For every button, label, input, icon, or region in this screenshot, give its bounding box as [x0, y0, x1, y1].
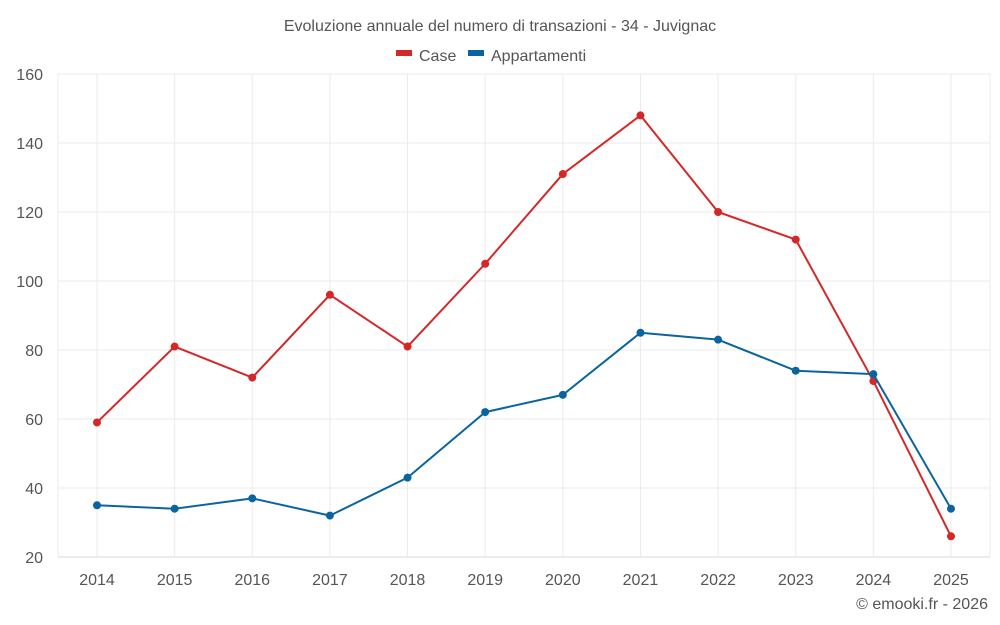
data-point-case [403, 342, 412, 351]
series-line-case [96, 114, 952, 537]
x-tick-label: 2015 [157, 572, 193, 589]
data-point-appartamenti [869, 370, 878, 379]
data-point-appartamenti [481, 408, 490, 417]
y-tick-label: 20 [25, 550, 43, 567]
grid [57, 73, 991, 558]
data-point-case [947, 532, 955, 541]
x-tick-label: 2016 [234, 572, 270, 589]
data-point-case [636, 111, 645, 120]
data-point-appartamenti [403, 473, 412, 482]
x-tick-label: 2019 [467, 572, 503, 589]
data-point-appartamenti [170, 504, 179, 513]
data-point-case [558, 170, 567, 179]
data-point-appartamenti [947, 504, 955, 513]
series-line-appartamenti [96, 331, 952, 517]
data-point-case [481, 259, 490, 268]
credit-text: © emooki.fr - 2026 [856, 596, 988, 613]
data-point-case [248, 373, 257, 382]
x-tick-label: 2014 [79, 572, 115, 589]
y-tick-label: 140 [16, 136, 43, 153]
legend-label-appartamenti[interactable]: Appartamenti [491, 48, 586, 65]
data-point-case [325, 290, 334, 299]
legend-swatch-case [396, 50, 412, 56]
data-point-case [791, 235, 800, 244]
data-point-appartamenti [791, 366, 800, 375]
x-tick-label: 2017 [312, 572, 348, 589]
y-tick-label: 40 [25, 481, 43, 498]
data-point-appartamenti [325, 511, 334, 520]
x-tick-label: 2020 [545, 572, 581, 589]
y-tick-label: 160 [16, 67, 43, 84]
y-tick-label: 100 [16, 274, 43, 291]
data-point-case [93, 418, 101, 427]
x-tick-label: 2025 [933, 572, 969, 589]
x-tick-label: 2023 [778, 572, 814, 589]
data-point-appartamenti [714, 335, 723, 344]
data-point-appartamenti [558, 390, 567, 399]
legend: Case Appartamenti [396, 48, 586, 65]
x-tick-label: 2022 [700, 572, 736, 589]
y-tick-label: 120 [16, 205, 43, 222]
series-group [93, 111, 955, 541]
chart-title: Evoluzione annuale del numero di transaz… [284, 18, 716, 35]
legend-label-case[interactable]: Case [419, 48, 456, 65]
legend-swatch-appartamenti [468, 50, 484, 56]
data-point-case [714, 208, 723, 216]
y-tick-label: 60 [25, 412, 43, 429]
data-point-appartamenti [636, 328, 645, 337]
x-axis: 2014 2015 2016 2017 2018 2019 2020 2021 2022 2023… [79, 572, 969, 589]
data-point-case [170, 342, 179, 351]
data-point-appartamenti [93, 501, 101, 510]
data-point-appartamenti [248, 494, 257, 503]
y-tick-label: 80 [25, 343, 43, 360]
x-tick-label: 2018 [390, 572, 426, 589]
y-axis: 20 40 60 80 100 120 140 160 [16, 67, 43, 567]
x-tick-label: 2021 [623, 572, 659, 589]
x-tick-label: 2024 [856, 572, 892, 589]
